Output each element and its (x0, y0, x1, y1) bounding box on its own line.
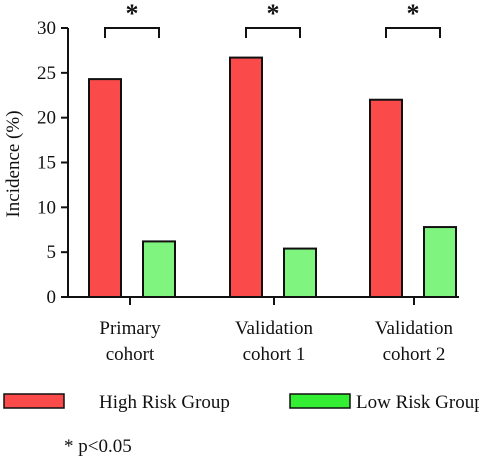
legend-label: High Risk Group (99, 392, 230, 413)
bar-high-risk (229, 56, 263, 299)
significance-star: * (126, 0, 139, 28)
significance-footnote: * p<0.05 (64, 436, 132, 457)
y-tick-label: 30 (37, 18, 56, 39)
y-tick-label: 10 (37, 197, 56, 218)
y-tick-label: 25 (37, 63, 56, 84)
category-label: Validation (375, 318, 454, 339)
significance-star: * (267, 0, 280, 28)
bar-high-risk (88, 78, 122, 298)
significance-bracket (245, 27, 301, 38)
significance-bracket (385, 27, 441, 38)
legend-swatch (3, 393, 65, 409)
y-tick-label: 15 (37, 153, 56, 174)
bar-high-risk (369, 98, 403, 298)
category-label: cohort 1 (243, 344, 306, 365)
category-label: Validation (235, 318, 314, 339)
bar-low-risk (423, 226, 457, 298)
significance-bracket (104, 27, 160, 38)
category-label: cohort (106, 344, 155, 365)
category-label: cohort 2 (383, 344, 446, 365)
y-tick-label: 5 (47, 242, 57, 263)
significance-markers: * * * (104, 0, 441, 38)
bar-low-risk (142, 240, 176, 298)
category-label: Primary (99, 318, 161, 339)
axes: 0 5 10 15 20 25 30 (37, 18, 459, 308)
legend-swatch (289, 393, 351, 409)
bars (88, 56, 457, 299)
y-tick-label: 20 (37, 108, 56, 129)
category-labels: Primary cohort Validation cohort 1 Validatio… (99, 318, 453, 365)
bar-low-risk (283, 247, 317, 298)
significance-star: * (407, 0, 420, 28)
legend-label: Low Risk Group (356, 392, 479, 413)
y-tick-label: 0 (47, 287, 57, 308)
legend: High Risk Group Low Risk Group (3, 392, 479, 413)
y-axis-title: Incidence (%) (3, 110, 24, 217)
